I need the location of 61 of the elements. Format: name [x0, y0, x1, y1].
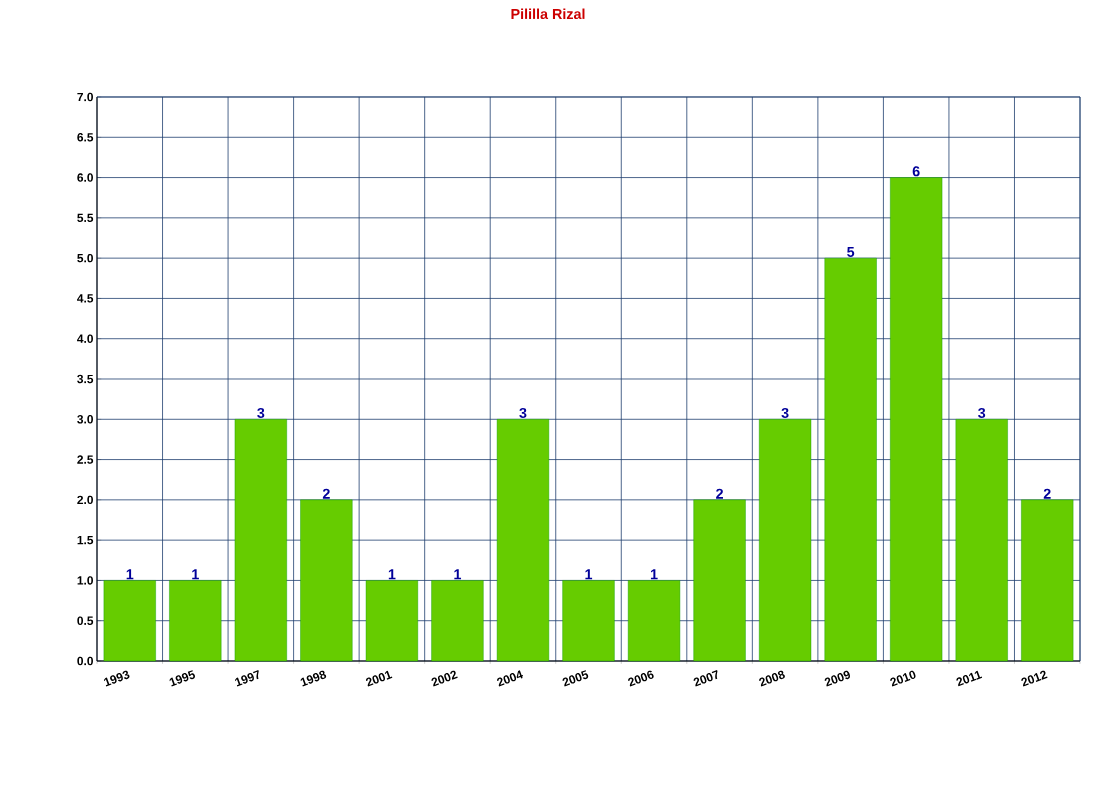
data-label: 3 [781, 407, 789, 419]
data-label: 1 [126, 569, 134, 580]
data-label: 3 [519, 407, 527, 419]
y-tick-label: 3.0 [77, 415, 93, 424]
data-label: 1 [388, 569, 396, 580]
x-tick-label: 1993 [103, 670, 130, 687]
y-tick-label: 2.0 [77, 495, 93, 505]
bar [562, 580, 615, 662]
x-tick-label: 1998 [300, 670, 327, 687]
bar [300, 499, 353, 662]
y-tick-label: 7.0 [77, 92, 93, 102]
x-tick-label: 2004 [497, 670, 524, 687]
data-label: 5 [847, 246, 855, 257]
bar [759, 419, 812, 662]
y-tick-label: 3.5 [77, 374, 94, 384]
data-label: 6 [912, 166, 920, 177]
data-label: 2 [322, 488, 330, 499]
bar [234, 419, 287, 662]
chart-title: Pililla Rizal [511, 8, 585, 20]
data-label: 2 [716, 488, 723, 499]
bar [1021, 499, 1074, 662]
bar [103, 580, 156, 662]
bar [890, 177, 943, 662]
x-tick-label: 2008 [759, 670, 785, 687]
x-tick-label: 2010 [890, 670, 916, 687]
bar [955, 419, 1008, 662]
data-label: 3 [257, 407, 265, 419]
data-label: 2 [1043, 488, 1051, 499]
bar [824, 257, 877, 662]
x-tick-label: 2001 [365, 670, 393, 687]
x-tick-label: 2009 [824, 670, 851, 687]
y-tick-label: 4.0 [77, 334, 93, 343]
bar [693, 499, 746, 662]
data-label: 1 [650, 569, 658, 580]
y-tick-label: 4.5 [77, 294, 94, 303]
data-label: 1 [454, 569, 462, 580]
y-tick-label: 0.0 [77, 656, 93, 666]
y-tick-label: 2.5 [77, 455, 94, 464]
y-tick-label: 6.5 [77, 133, 94, 142]
y-tick-label: 5.0 [77, 253, 93, 263]
data-label: 1 [192, 569, 199, 580]
y-tick-label: 6.0 [77, 173, 93, 182]
y-tick-label: 5.5 [77, 213, 94, 223]
x-tick-label: 2011 [956, 670, 983, 687]
x-tick-label: 1995 [169, 670, 196, 687]
y-tick-label: 1.5 [77, 535, 94, 545]
bar [431, 580, 484, 662]
y-tick-label: 1.0 [77, 576, 93, 585]
bar [169, 580, 222, 662]
data-label: 3 [978, 407, 986, 419]
x-tick-label: 2002 [431, 670, 458, 687]
x-tick-label: 1997 [235, 670, 259, 687]
y-tick-label: 0.5 [77, 616, 94, 625]
data-label: 1 [585, 569, 593, 580]
x-tick-label: 2012 [1021, 670, 1048, 687]
bar [365, 580, 418, 662]
bar [496, 419, 550, 662]
bar [627, 580, 681, 662]
x-tick-label: 2006 [628, 670, 654, 687]
x-tick-label: 2005 [562, 670, 589, 687]
x-tick-label: 2007 [693, 670, 718, 687]
